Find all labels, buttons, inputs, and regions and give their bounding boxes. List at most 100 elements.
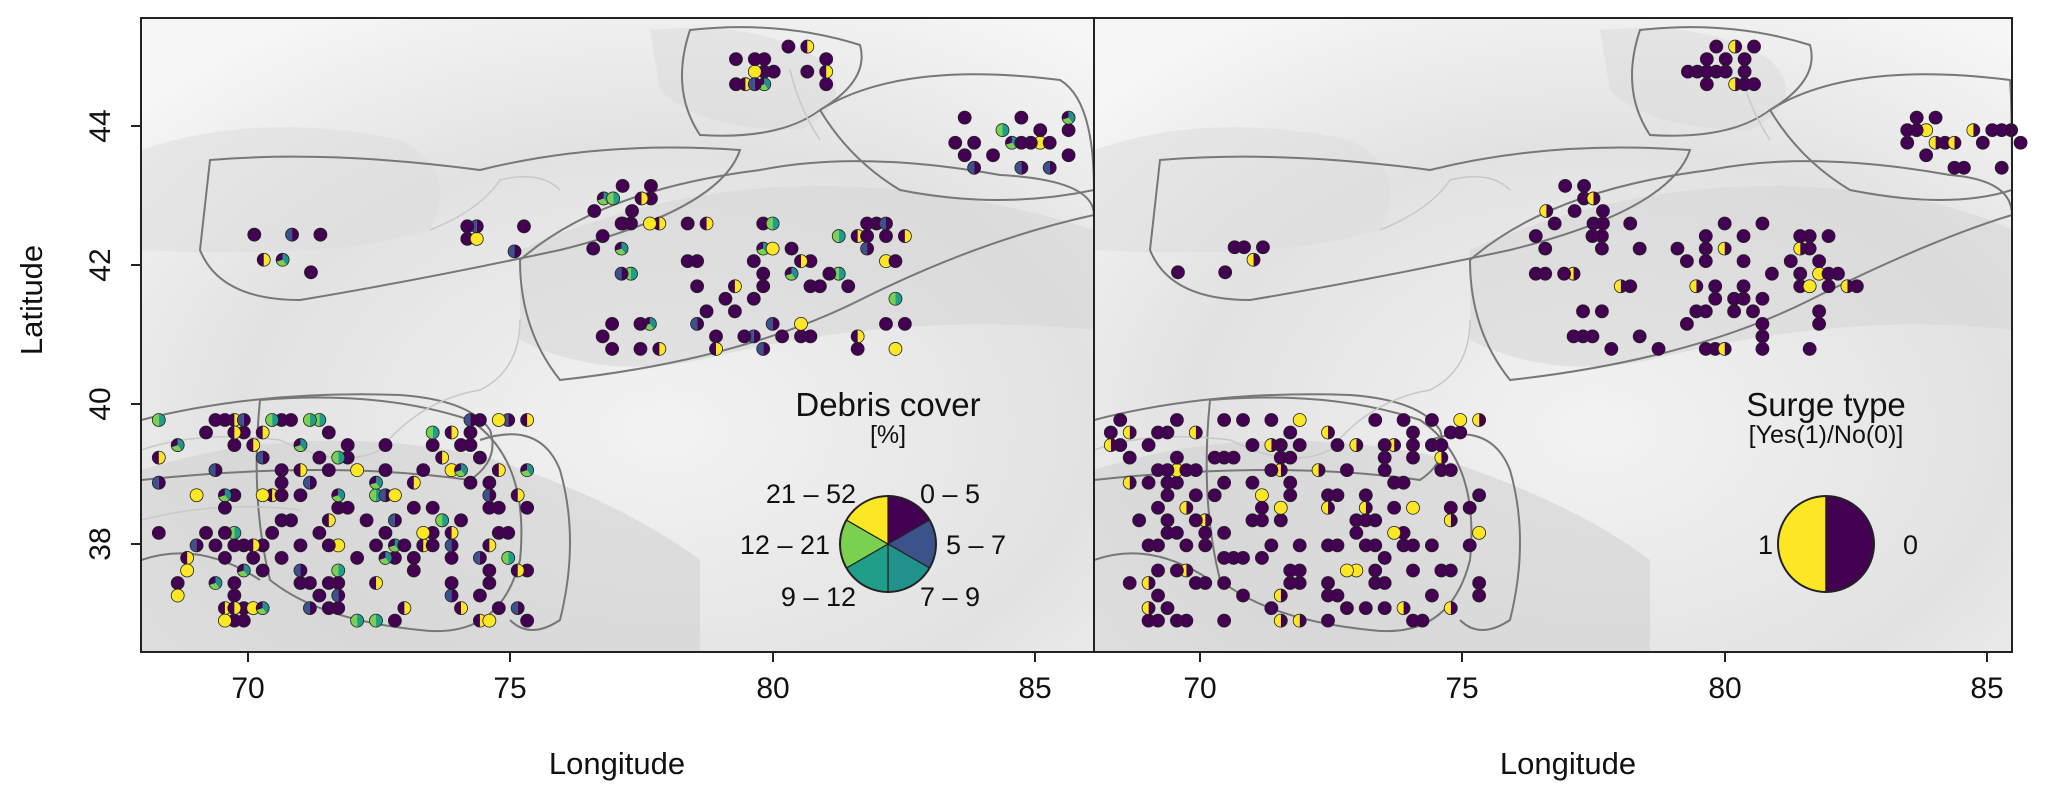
glacier-cell-pie [1755,342,1770,356]
glacier-cell-pie [208,538,223,553]
glacier-cell-pie [625,204,639,218]
glacier-cell-pie [1443,500,1458,515]
x-tick: 70 [1183,652,1217,705]
glacier-cell-pie [1188,425,1203,440]
glacier-cell-pie [1793,266,1808,281]
glacier-cell-pie [1406,563,1420,578]
glacier-cell-pie [1264,538,1279,553]
glacier-cell-pie [501,551,516,565]
glacier-cell-pie [1151,538,1165,553]
glacier-cell-pie [1623,279,1638,294]
glacier-cell-pie [246,551,261,565]
glacier-cell-pie [1528,229,1543,243]
glacier-cell-pie [1538,241,1553,256]
glacier-cell-pie [1014,160,1029,175]
glacier-cell-pie [756,266,771,281]
glacier-cell-pie [1160,475,1175,490]
y-axis: Latitude 38 40 42 44 [14,109,141,561]
glacier-cell-pie [766,64,781,79]
glacier-cell-pie [1586,191,1601,206]
x-tick: 85 [1970,652,2004,705]
glacier-cell-pie [378,463,393,478]
glacier-dots-debris [151,39,1076,628]
x-tick-label: 70 [231,672,264,705]
glacier-cell-pie [1292,438,1307,452]
glacier-cell-pie [321,425,336,440]
glacier-cell-pie [747,52,762,67]
glacier-cell-pie [860,229,875,243]
glacier-cell-pie [236,413,251,427]
glacier-cell-pie [1947,160,1962,175]
glacier-cell-pie [1699,77,1714,92]
glacier-cell-pie [986,148,1000,163]
glacier-cell-pie [1594,304,1609,319]
glacier-cell-pie [255,425,270,440]
glacier-cell-pie [1558,179,1573,193]
glacier-cell-pie [1736,254,1751,269]
glacier-cell-pie [510,563,525,578]
glacier-cell-pie [1273,588,1288,603]
glacier-cell-pie [1113,413,1128,427]
glacier-cell-pie [1708,279,1723,294]
glacier-cell-pie [510,488,525,503]
glacier-cell-pie [275,252,290,267]
glacier-cell-pie [1141,601,1156,615]
y-axis-title: Latitude [14,245,49,355]
glacier-cell-pie [435,450,450,465]
glacier-cell-pie [680,254,695,269]
glacier-cell-pie [2013,135,2028,150]
glacier-cell-pie [1377,450,1392,465]
glacier-cell-pie [218,413,232,427]
glacier-cell-pie [227,538,242,553]
glacier-cell-pie [1728,77,1743,92]
glacier-cell-pie [321,576,336,590]
x-tick: 75 [493,652,527,705]
y-tick: 44 [84,109,141,143]
glacier-cell-pie [425,500,440,515]
glacier-cell-pie [1283,563,1298,578]
glacier-cell-pie [1226,450,1241,465]
glacier-cell-pie [1160,513,1175,528]
glacier-cell-pie [1387,500,1402,515]
glacier-cell-pie [520,613,535,628]
glacier-cell-pie [1406,538,1420,553]
glacier-cell-pie [274,475,289,490]
glacier-cell-pie [491,463,506,478]
x-tick-label: 75 [1445,672,1478,705]
glacier-cell-pie [284,513,298,528]
glacier-cell-pie [1179,538,1194,553]
glacier-cell-pie [274,551,289,565]
glacier-cell-pie [285,227,299,242]
glacier-cell-pie [227,601,242,615]
glacier-cell-pie [1245,475,1260,490]
glacier-cell-pie [595,229,610,243]
glacier-cell-pie [1217,576,1232,590]
glacier-cell-pie [1061,148,1076,163]
glacier-cell-pie [1160,601,1175,615]
glacier-cell-pie [369,538,383,553]
glacier-cell-pie [1736,229,1751,243]
glacier-cell-pie [1406,438,1420,452]
glacier-cell-pie [312,450,327,465]
glacier-cell-pie [587,204,602,218]
glacier-cell-pie [1793,229,1808,243]
glacier-cell-pie [1160,488,1175,503]
glacier-cell-pie [227,438,242,452]
glacier-cell-pie [1425,588,1439,603]
glacier-cell-pie [255,601,270,615]
glacier-cell-pie [709,342,723,356]
glacier-cell-pie [255,450,270,465]
glacier-cell-pie [1966,123,1981,138]
glacier-cell-pie [1358,513,1373,528]
x-axis-title: Longitude [1500,746,1636,781]
glacier-cell-pie [482,576,497,590]
glacier-cell-pie [406,551,421,565]
glacier-cell-pie [957,148,972,163]
glacier-cell-pie [236,563,251,578]
glacier-cell-pie [444,576,459,590]
glacier-cell-pie [1245,438,1260,452]
glacier-cell-pie [586,241,601,256]
glacier-cell-pie [1246,252,1261,267]
legend-surge: Surge type [Yes(1)/No(0)] 1 0 [1746,386,1918,593]
glacier-cell-pie [1273,613,1288,628]
